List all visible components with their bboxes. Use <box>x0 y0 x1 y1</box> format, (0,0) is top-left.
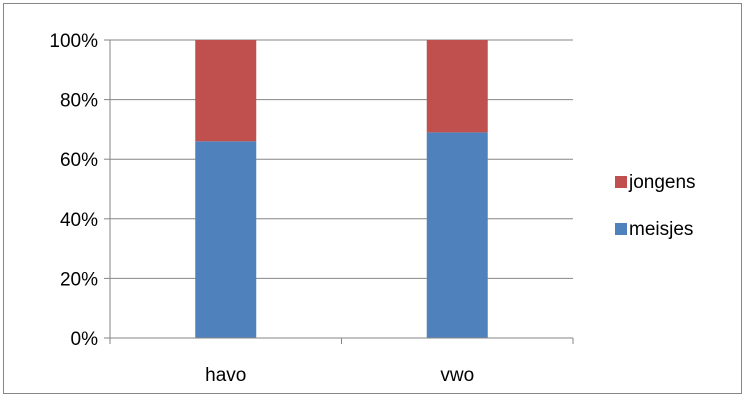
legend-swatch-jongens <box>615 176 627 188</box>
bar-meisjes-vwo <box>426 132 488 338</box>
y-tick-label: 80% <box>60 91 98 112</box>
legend-label-meisjes: meisjes <box>629 219 693 240</box>
bar-meisjes-havo <box>195 141 257 338</box>
x-category-labels: havo vwo <box>205 365 474 386</box>
chart-frame <box>3 3 742 394</box>
y-tick-label: 40% <box>60 210 98 231</box>
gridlines <box>110 39 573 279</box>
bar-jongens-vwo <box>426 40 488 133</box>
y-tick-label: 60% <box>60 150 98 171</box>
x-category-label: havo <box>205 365 246 386</box>
y-tick-label: 0% <box>71 329 99 350</box>
axes <box>104 39 574 344</box>
x-category-label: vwo <box>440 365 474 386</box>
y-tick-label: 20% <box>60 269 98 290</box>
y-tick-label: 100% <box>49 31 98 52</box>
legend-swatch-meisjes <box>615 223 627 235</box>
bars <box>195 40 488 338</box>
legend: jongens meisjes <box>615 172 696 240</box>
bar-jongens-havo <box>195 40 257 142</box>
y-tick-labels: 0% 20% 40% 60% 80% 100% <box>49 31 98 350</box>
legend-label-jongens: jongens <box>628 172 696 193</box>
